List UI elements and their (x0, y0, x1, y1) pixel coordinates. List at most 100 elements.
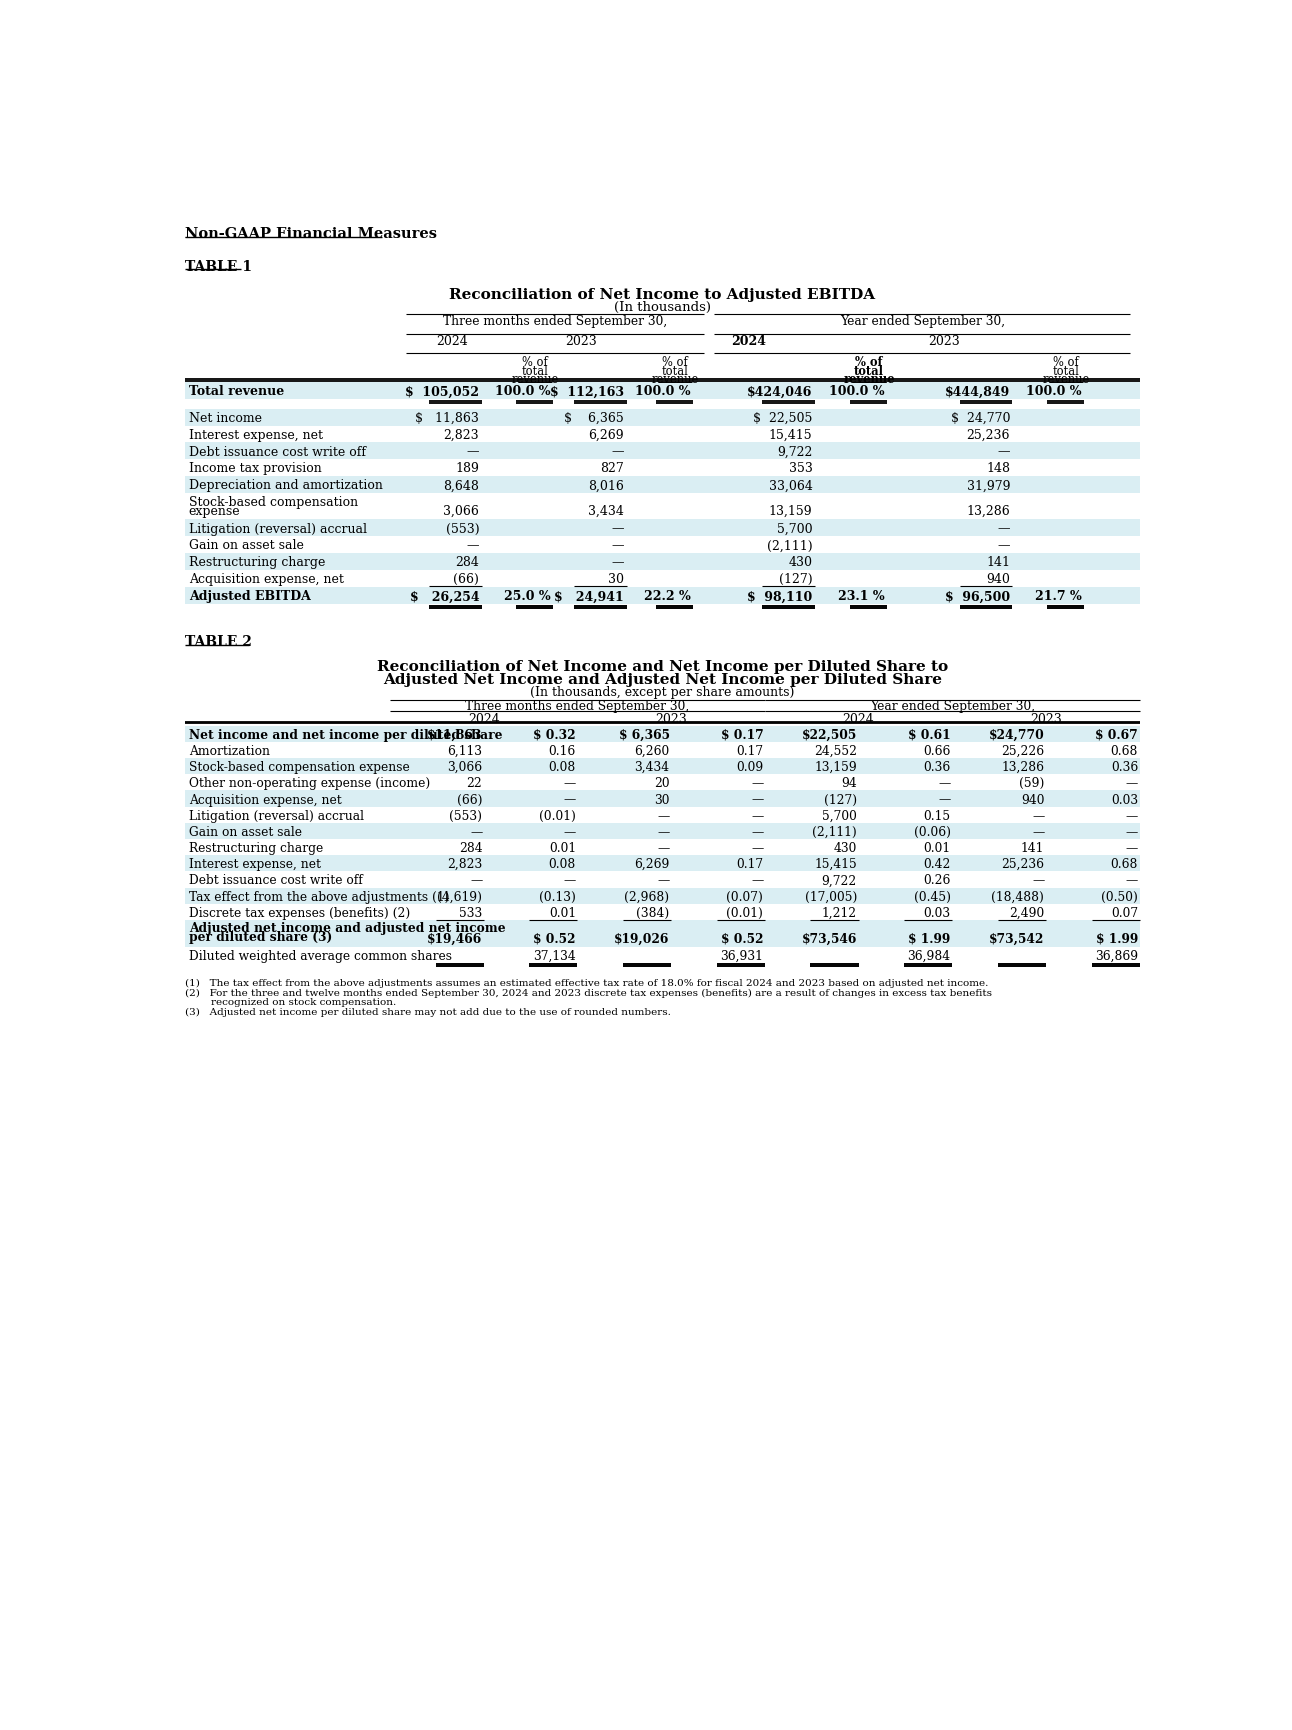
Text: Diluted weighted average common shares: Diluted weighted average common shares (189, 950, 452, 964)
Text: $ 1.99: $ 1.99 (1096, 932, 1138, 946)
Bar (185, 872, 1140, 887)
Text: 2024: 2024 (731, 336, 766, 348)
Text: (In thousands, except per share amounts): (In thousands, except per share amounts) (530, 685, 795, 699)
Text: TABLE 2: TABLE 2 (185, 635, 252, 649)
Text: —: — (470, 825, 482, 839)
Text: 8,016: 8,016 (588, 479, 624, 493)
Text: 2023: 2023 (655, 713, 687, 725)
Text: 36,931: 36,931 (721, 950, 764, 964)
Text: (2,111): (2,111) (813, 825, 857, 839)
Text: 25,226: 25,226 (1001, 746, 1044, 758)
Text: 5,700: 5,700 (822, 810, 857, 823)
Text: 189: 189 (455, 462, 479, 476)
Text: 2,490: 2,490 (1009, 907, 1044, 920)
Text: $ 0.61: $ 0.61 (908, 728, 951, 742)
Text: (2)   For the three and twelve months ended September 30, 2024 and 2023 discrete: (2) For the three and twelve months ende… (185, 990, 992, 998)
Text: 100.0 %: 100.0 % (1026, 386, 1081, 398)
Text: $ 0.17: $ 0.17 (721, 728, 764, 742)
Text: Acquisition expense, net: Acquisition expense, net (189, 573, 344, 586)
Text: Adjusted Net Income and Adjusted Net Income per Diluted Share: Adjusted Net Income and Adjusted Net Inc… (382, 673, 942, 687)
Text: —: — (1125, 874, 1138, 887)
Text: —: — (563, 794, 576, 806)
Text: 2023: 2023 (566, 336, 597, 348)
Text: 0.66: 0.66 (924, 746, 951, 758)
Text: 94: 94 (841, 777, 857, 791)
Text: 0.08: 0.08 (549, 858, 576, 872)
Text: 20: 20 (654, 777, 669, 791)
Text: $19,466: $19,466 (426, 932, 482, 946)
Text: 13,286: 13,286 (966, 505, 1010, 517)
Text: —: — (563, 777, 576, 791)
Text: 15,415: 15,415 (769, 429, 813, 441)
Bar (185, 426, 1140, 443)
Text: Three months ended September 30,: Three months ended September 30, (465, 701, 690, 713)
Text: (18,488): (18,488) (991, 891, 1044, 903)
Text: 0.36: 0.36 (1111, 761, 1138, 775)
Text: TABLE 1: TABLE 1 (185, 260, 252, 273)
Text: —: — (658, 843, 669, 855)
Text: —: — (611, 557, 624, 569)
Text: Reconciliation of Net Income and Net Income per Diluted Share to: Reconciliation of Net Income and Net Inc… (376, 659, 948, 673)
Text: 13,286: 13,286 (1001, 761, 1044, 775)
Text: 141: 141 (1021, 843, 1044, 855)
Text: Depreciation and amortization: Depreciation and amortization (189, 479, 382, 493)
Text: $   26,254: $ 26,254 (410, 590, 479, 604)
Text: $ 0.52: $ 0.52 (721, 932, 764, 946)
Text: revenue: revenue (1043, 374, 1089, 386)
Text: 100.0 %: 100.0 % (636, 386, 691, 398)
Bar (185, 382, 1140, 400)
Text: 30: 30 (654, 794, 669, 806)
Text: $   24,941: $ 24,941 (554, 590, 624, 604)
Text: —: — (997, 522, 1010, 536)
Text: 2024: 2024 (437, 336, 468, 348)
Text: 353: 353 (788, 462, 813, 476)
Text: —: — (1125, 777, 1138, 791)
Text: Tax effect from the above adjustments (1): Tax effect from the above adjustments (1… (189, 891, 450, 903)
Text: Acquisition expense, net: Acquisition expense, net (189, 794, 341, 806)
Text: 0.03: 0.03 (924, 907, 951, 920)
Text: $    6,365: $ 6,365 (565, 412, 624, 424)
Text: 3,066: 3,066 (447, 761, 482, 775)
Text: Amortization: Amortization (189, 746, 270, 758)
Text: 2,823: 2,823 (447, 858, 482, 872)
Text: 5,700: 5,700 (776, 522, 813, 536)
Text: 0.68: 0.68 (1111, 746, 1138, 758)
Bar (185, 727, 1140, 742)
Text: $  96,500: $ 96,500 (944, 590, 1010, 604)
Text: Stock-based compensation: Stock-based compensation (189, 495, 358, 509)
Text: 15,415: 15,415 (814, 858, 857, 872)
Text: —: — (466, 446, 479, 458)
Text: —: — (938, 777, 951, 791)
Text: —: — (658, 810, 669, 823)
Text: 13,159: 13,159 (814, 761, 857, 775)
Text: % of: % of (522, 356, 548, 368)
Text: Adjusted net income and adjusted net income: Adjusted net income and adjusted net inc… (189, 922, 505, 936)
Text: 0.68: 0.68 (1111, 858, 1138, 872)
Text: revenue: revenue (844, 374, 895, 386)
Bar (185, 460, 1140, 476)
Text: —: — (658, 874, 669, 887)
Text: 6,113: 6,113 (447, 746, 482, 758)
Text: (0.06): (0.06) (913, 825, 951, 839)
Text: 0.16: 0.16 (549, 746, 576, 758)
Text: 0.09: 0.09 (736, 761, 764, 775)
Text: (0.45): (0.45) (913, 891, 951, 903)
Text: total: total (854, 365, 884, 377)
Bar (185, 519, 1140, 536)
Text: (2,111): (2,111) (767, 540, 813, 552)
Text: 0.01: 0.01 (924, 843, 951, 855)
Bar (185, 742, 1140, 758)
Text: 24,552: 24,552 (814, 746, 857, 758)
Text: 284: 284 (455, 557, 479, 569)
Text: % of: % of (855, 356, 882, 368)
Bar (185, 775, 1140, 791)
Text: Non-GAAP Financial Measures: Non-GAAP Financial Measures (185, 227, 437, 240)
Text: 6,269: 6,269 (589, 429, 624, 441)
Text: total: total (1053, 365, 1079, 377)
Bar (185, 791, 1140, 806)
Text: (0.01): (0.01) (726, 907, 764, 920)
Text: 0.15: 0.15 (924, 810, 951, 823)
Text: 30: 30 (609, 573, 624, 586)
Text: (127): (127) (779, 573, 813, 586)
Text: 2023: 2023 (929, 336, 960, 348)
